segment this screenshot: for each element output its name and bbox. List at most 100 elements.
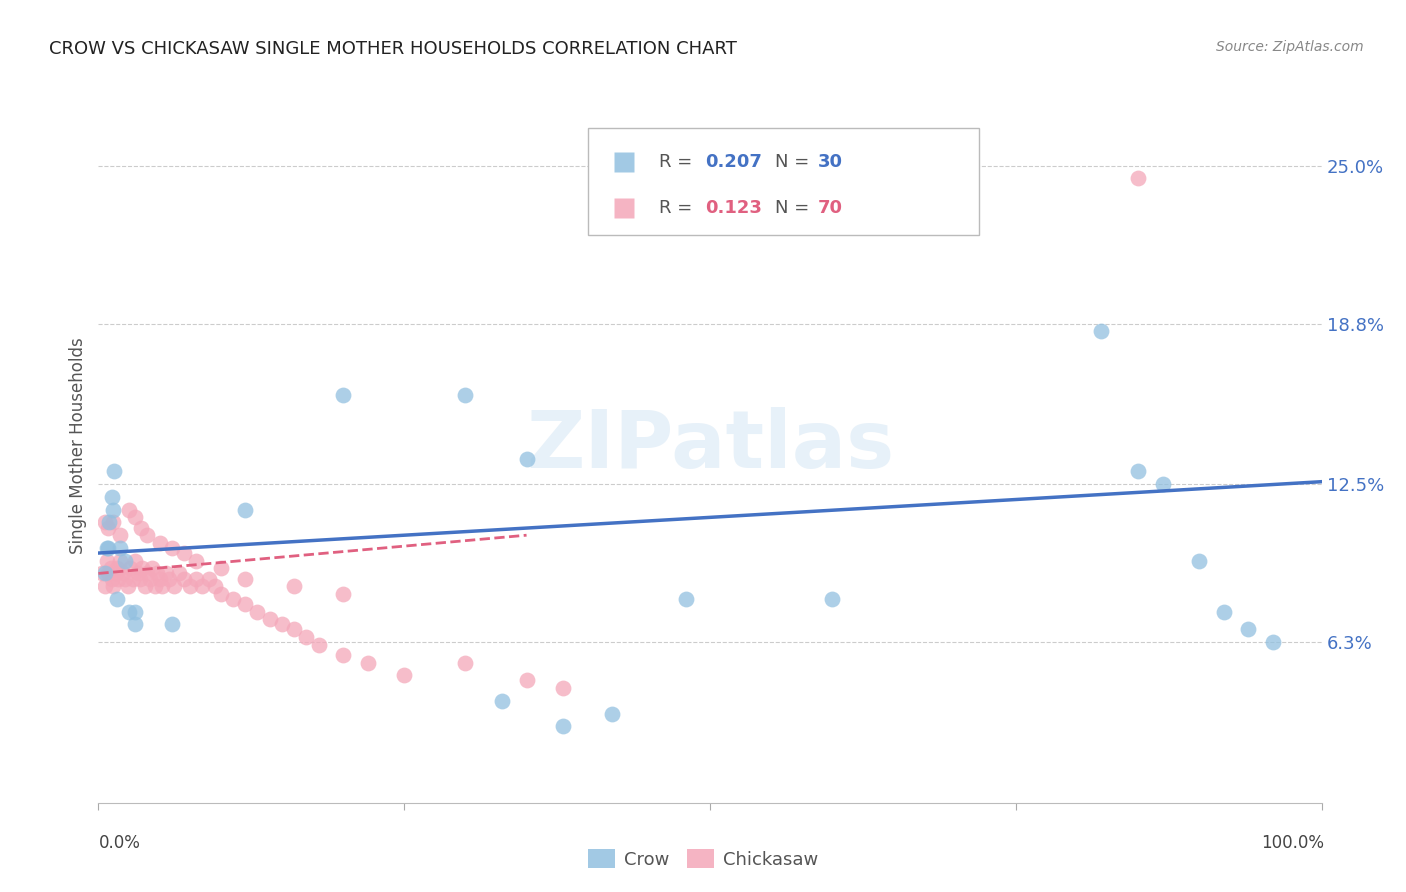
Point [356, 656, 378, 670]
Point [118, 502, 141, 516]
Point [454, 388, 477, 402]
Text: CROW VS CHICKASAW SINGLE MOTHER HOUSEHOLDS CORRELATION CHART: CROW VS CHICKASAW SINGLE MOTHER HOUSEHOL… [49, 40, 737, 58]
Point [186, 554, 208, 568]
Point [117, 579, 139, 593]
Point [136, 566, 159, 581]
Point [1128, 465, 1150, 479]
Text: 100.0%: 100.0% [1261, 834, 1324, 852]
Text: N =: N = [775, 153, 815, 170]
Point [110, 541, 132, 555]
Point [160, 541, 183, 555]
Text: 0.0%: 0.0% [98, 834, 141, 852]
Point [141, 561, 163, 575]
Point [121, 572, 143, 586]
Point [454, 656, 477, 670]
Point [97, 520, 120, 534]
Point [101, 516, 124, 530]
Point [101, 572, 124, 586]
Point [821, 591, 844, 606]
Point [131, 561, 153, 575]
Point [127, 566, 149, 581]
Point [186, 572, 208, 586]
FancyBboxPatch shape [588, 128, 979, 235]
Point [259, 612, 281, 626]
Point [179, 579, 201, 593]
Point [118, 605, 141, 619]
Legend: Crow, Chickasaw: Crow, Chickasaw [581, 842, 825, 876]
Text: N =: N = [775, 199, 815, 217]
Point [246, 605, 269, 619]
Point [110, 554, 132, 568]
Point [120, 561, 142, 575]
Point [308, 638, 330, 652]
Point [143, 579, 166, 593]
Point [233, 572, 256, 586]
Point [93, 566, 115, 581]
Point [107, 572, 129, 586]
Point [332, 388, 354, 402]
Point [110, 528, 132, 542]
Point [136, 528, 159, 542]
Point [553, 719, 575, 733]
Point [114, 572, 136, 586]
Point [173, 572, 195, 586]
Point [1237, 623, 1260, 637]
Point [283, 623, 305, 637]
Point [124, 605, 146, 619]
Point [149, 572, 172, 586]
Point [553, 681, 575, 695]
Point [114, 554, 136, 568]
Point [129, 572, 152, 586]
Point [283, 579, 305, 593]
Point [93, 516, 115, 530]
Point [209, 587, 232, 601]
Point [197, 572, 219, 586]
Y-axis label: Single Mother Households: Single Mother Households [69, 338, 87, 554]
Point [515, 451, 537, 466]
Point [101, 579, 124, 593]
Point [600, 706, 623, 721]
Point [491, 694, 513, 708]
Point [104, 566, 127, 581]
Text: 0.123: 0.123 [706, 199, 762, 217]
Point [222, 591, 245, 606]
Point [392, 668, 416, 682]
Text: 0.207: 0.207 [706, 153, 762, 170]
Point [332, 587, 354, 601]
Point [173, 546, 195, 560]
Point [101, 502, 124, 516]
Point [96, 554, 118, 568]
Point [91, 566, 114, 581]
Text: R =: R = [658, 199, 697, 217]
Point [129, 520, 152, 534]
Point [191, 579, 214, 593]
Point [97, 541, 120, 555]
Point [160, 617, 183, 632]
Point [134, 579, 156, 593]
Point [233, 502, 256, 516]
Point [111, 566, 134, 581]
Point [1188, 554, 1211, 568]
Point [139, 572, 162, 586]
Point [332, 648, 354, 662]
Text: R =: R = [658, 153, 697, 170]
Point [98, 516, 121, 530]
Text: 70: 70 [818, 199, 842, 217]
Text: 30: 30 [818, 153, 842, 170]
Point [149, 536, 172, 550]
Point [1261, 635, 1284, 649]
Point [103, 465, 125, 479]
Point [233, 597, 256, 611]
Point [167, 566, 190, 581]
Point [1152, 477, 1174, 491]
Point [101, 490, 124, 504]
Point [515, 673, 537, 688]
Point [209, 561, 232, 575]
Point [157, 572, 180, 586]
Point [124, 510, 146, 524]
Point [295, 630, 318, 644]
Point [150, 579, 173, 593]
Point [270, 617, 294, 632]
Point [675, 591, 697, 606]
Point [146, 566, 169, 581]
